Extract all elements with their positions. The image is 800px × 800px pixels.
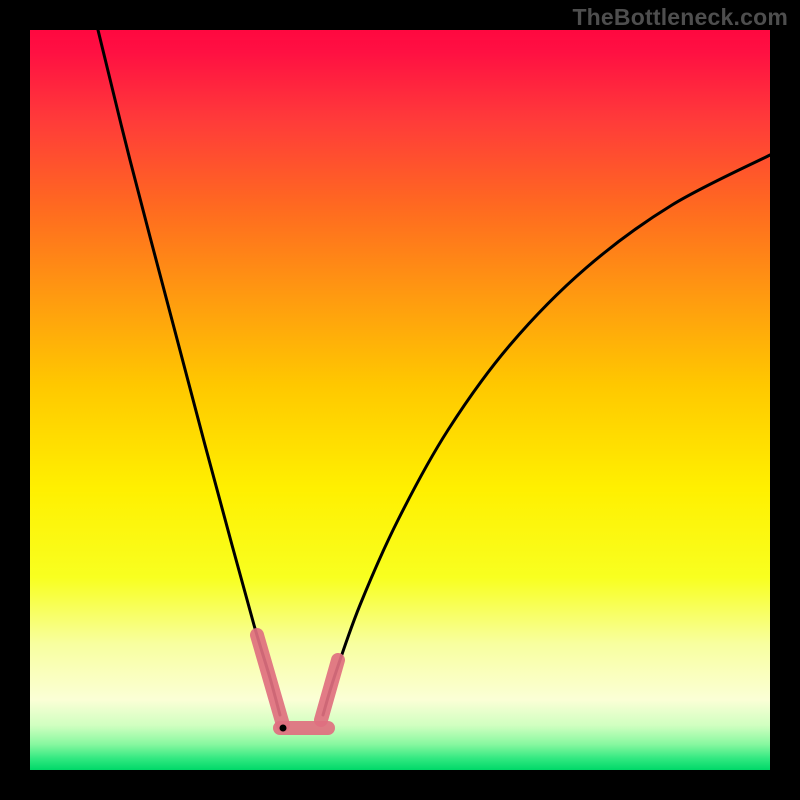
watermark-text: TheBottleneck.com: [572, 4, 788, 31]
canvas: TheBottleneck.com: [0, 0, 800, 800]
plot-background: [30, 30, 770, 770]
chart-svg: [0, 0, 800, 800]
bottom-mark-dot: [280, 725, 287, 732]
